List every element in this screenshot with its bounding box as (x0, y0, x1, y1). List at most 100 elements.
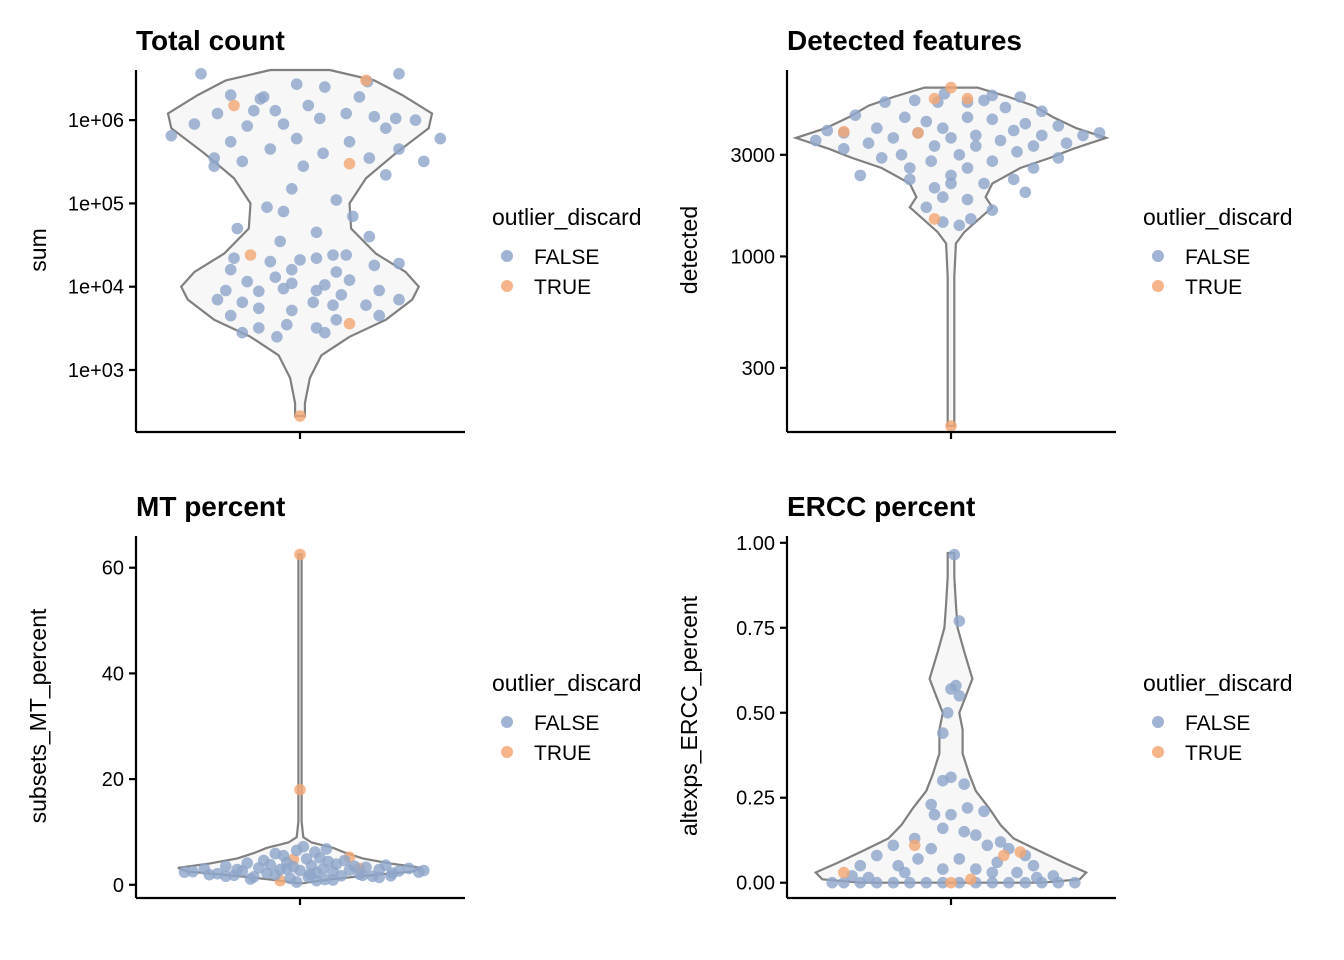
data-point-false (314, 112, 326, 125)
data-point-true (965, 873, 977, 886)
data-point-false (1060, 137, 1073, 149)
data-point-false (958, 778, 970, 790)
data-point-false (887, 876, 900, 889)
data-point-false (302, 99, 315, 112)
data-point-false (937, 727, 949, 739)
data-point-false (1027, 140, 1040, 152)
y-tick-label: 3000 (731, 145, 776, 167)
data-point-false (343, 136, 356, 148)
legend-title: outlier_discard (492, 670, 642, 696)
data-point-false (220, 860, 232, 873)
y-tick-label: 1e+06 (68, 110, 124, 132)
panel-detected-features: Detected features detected 300 1000 3000 o… (676, 25, 1293, 439)
y-axis-label: subsets_MT_percent (25, 608, 51, 823)
data-point-false (920, 201, 933, 214)
data-point-false (999, 101, 1012, 114)
data-point-false (937, 122, 949, 134)
data-point-false (393, 143, 405, 155)
data-point-false (343, 274, 356, 286)
y-tick-label: 0.00 (736, 873, 775, 895)
data-point-false (1052, 152, 1065, 164)
data-point-false (393, 293, 405, 306)
data-point-false (310, 284, 323, 297)
data-point-false (941, 707, 954, 719)
data-point-false (937, 191, 949, 203)
data-point-false (294, 254, 306, 266)
data-point-false (908, 94, 921, 107)
legend-label-true: TRUE (1185, 742, 1242, 765)
data-point-false (925, 798, 937, 811)
data-point-false (335, 289, 348, 301)
data-point-false (248, 104, 260, 117)
data-point-false (1093, 127, 1106, 139)
data-point-false (821, 124, 834, 137)
data-point-false (290, 876, 303, 888)
y-tick-label: 60 (102, 558, 124, 580)
data-point-false (330, 314, 343, 326)
data-point-false (1019, 876, 1032, 889)
data-point-false (269, 104, 282, 117)
data-point-false (327, 874, 339, 886)
data-point-false (224, 136, 237, 148)
legend: outlier_discard FALSE TRUE (492, 204, 642, 299)
data-point-false (986, 876, 999, 889)
data-point-false (208, 160, 220, 172)
data-point-false (380, 859, 392, 871)
y-tick-label: 0.50 (736, 703, 775, 725)
y-tick-label: 1e+05 (68, 193, 124, 215)
legend-swatch-false (1152, 716, 1164, 728)
data-point-true (244, 249, 257, 261)
data-point-false (340, 249, 353, 261)
data-point-false (958, 825, 970, 838)
data-point-false (220, 284, 232, 297)
data-point-false (961, 111, 974, 124)
data-point-true (945, 420, 957, 432)
data-point-false (307, 296, 320, 309)
data-point-false (937, 876, 949, 889)
data-point-false (434, 132, 447, 145)
panel-total-count: Total count sum 1e+03 1e+04 1e+05 1e+06 out… (25, 25, 642, 439)
data-point-true (294, 548, 306, 561)
data-point-false (986, 113, 999, 126)
data-point-false (203, 868, 216, 881)
panel-title: Total count (136, 25, 285, 56)
data-point-true (294, 410, 306, 422)
data-point-false (1019, 117, 1032, 130)
data-point-false (393, 68, 405, 80)
data-point-false (389, 112, 402, 125)
y-tick-label: 0 (113, 875, 124, 897)
data-point-false (241, 857, 253, 869)
data-point-true (360, 74, 372, 87)
data-point-false (986, 866, 999, 879)
data-point-false (899, 111, 911, 124)
y-tick-label: 1e+04 (68, 277, 124, 299)
y-axis-label: sum (25, 228, 51, 271)
data-point-false (373, 309, 386, 322)
data-point-false (228, 252, 240, 264)
data-point-false (319, 279, 331, 291)
data-point-false (356, 869, 369, 882)
data-point-false (978, 177, 990, 190)
data-point-false (319, 326, 331, 339)
data-point-false (945, 808, 957, 821)
y-axis-label: detected (676, 206, 702, 294)
violin-shape (813, 551, 1089, 884)
data-point-false (363, 152, 376, 164)
data-point-false (368, 259, 381, 272)
data-point-false (294, 864, 306, 877)
data-point-true (838, 125, 850, 138)
data-point-false (937, 822, 949, 835)
data-point-false (862, 137, 875, 149)
data-point-false (961, 802, 974, 814)
data-point-false (953, 876, 966, 889)
data-point-false (945, 169, 957, 182)
data-point-false (920, 115, 933, 128)
data-point-false (838, 143, 850, 155)
data-point-true (294, 783, 306, 796)
data-point-false (330, 194, 343, 206)
data-point-false (925, 155, 937, 167)
legend: outlier_discard FALSE TRUE (1143, 670, 1293, 765)
data-point-false (252, 285, 265, 298)
data-point-false (188, 118, 201, 130)
panel-title: Detected features (787, 25, 1022, 56)
